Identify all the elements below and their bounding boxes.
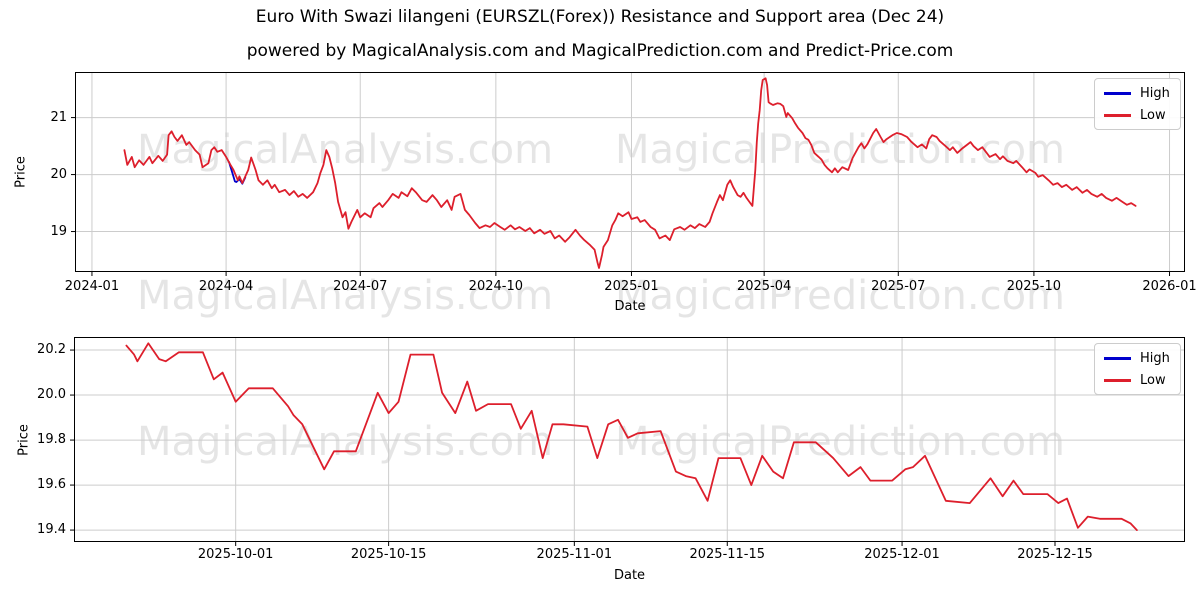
watermark-analysis: MagicalAnalysis.com — [136, 273, 554, 319]
x-tick-label: 2025-11-15 — [689, 547, 766, 562]
y-tick-label: 19.4 — [37, 522, 66, 538]
y-tick-label: 20.2 — [37, 342, 66, 358]
series-line-low — [125, 342, 1138, 532]
y-tick-label: 21 — [50, 109, 67, 125]
y-tick-label: 19 — [50, 223, 67, 239]
x-axis-label: Date — [614, 299, 646, 314]
x-tick-label: 2024-10 — [468, 279, 524, 294]
legend: High Low — [1094, 343, 1181, 395]
legend-line-sample-high — [1104, 91, 1131, 95]
x-tick-label: 2025-11-01 — [536, 547, 613, 562]
plot-area — [70, 337, 1185, 546]
legend-label: High — [1140, 85, 1170, 101]
legend-label: Low — [1140, 372, 1166, 388]
series-line-low — [123, 77, 1137, 269]
x-tick-label: 2026-01 — [1142, 279, 1197, 294]
x-tick-label: 2024-01 — [64, 279, 120, 294]
watermark-prediction: MagicalPrediction.com — [615, 419, 1065, 465]
y-tick-label: 20.0 — [37, 387, 66, 403]
x-axis-label: Date — [613, 568, 646, 583]
chart-subtitle: powered by MagicalAnalysis.com and Magic… — [246, 41, 954, 61]
y-axis-label: Price — [16, 423, 32, 456]
plot-border — [75, 72, 1185, 272]
x-tick-label: 2025-10 — [1006, 279, 1062, 294]
chart-title: Euro With Swazi lilangeni (EURSZL(Forex)… — [255, 7, 945, 27]
x-tick-label: 2025-10-15 — [350, 547, 427, 562]
x-tick-label: 2025-10-01 — [197, 547, 274, 562]
watermark-prediction: MagicalPrediction.com — [615, 273, 1065, 319]
y-tick-label: 19.8 — [37, 432, 66, 448]
x-tick-label: 2024-07 — [333, 279, 388, 294]
legend-line-sample-low — [1104, 378, 1131, 382]
legend-item-low: Low — [1104, 106, 1170, 124]
legend-item-high: High — [1104, 349, 1170, 367]
plot-border — [74, 337, 1185, 542]
x-tick-label: 2025-04 — [736, 279, 792, 294]
legend-label: High — [1140, 350, 1170, 366]
legend-item-low: Low — [1104, 371, 1170, 389]
legend-item-high: High — [1104, 84, 1170, 102]
legend: High Low — [1094, 78, 1181, 130]
legend-label: Low — [1140, 107, 1166, 123]
y-tick-label: 20 — [50, 166, 67, 182]
x-tick-label: 2025-12-01 — [864, 547, 940, 562]
x-tick-label: 2024-04 — [198, 279, 254, 294]
watermark-prediction: MagicalPrediction.com — [615, 127, 1065, 173]
y-tick-label: 19.6 — [37, 477, 66, 493]
x-tick-label: 2025-07 — [871, 279, 926, 294]
legend-line-sample-high — [1104, 356, 1131, 360]
plot-area — [71, 72, 1185, 276]
legend-line-sample-low — [1104, 113, 1131, 117]
x-tick-label: 2025-12-15 — [1017, 547, 1093, 562]
x-tick-label: 2025-01 — [604, 279, 659, 294]
watermark-analysis: MagicalAnalysis.com — [136, 419, 554, 465]
